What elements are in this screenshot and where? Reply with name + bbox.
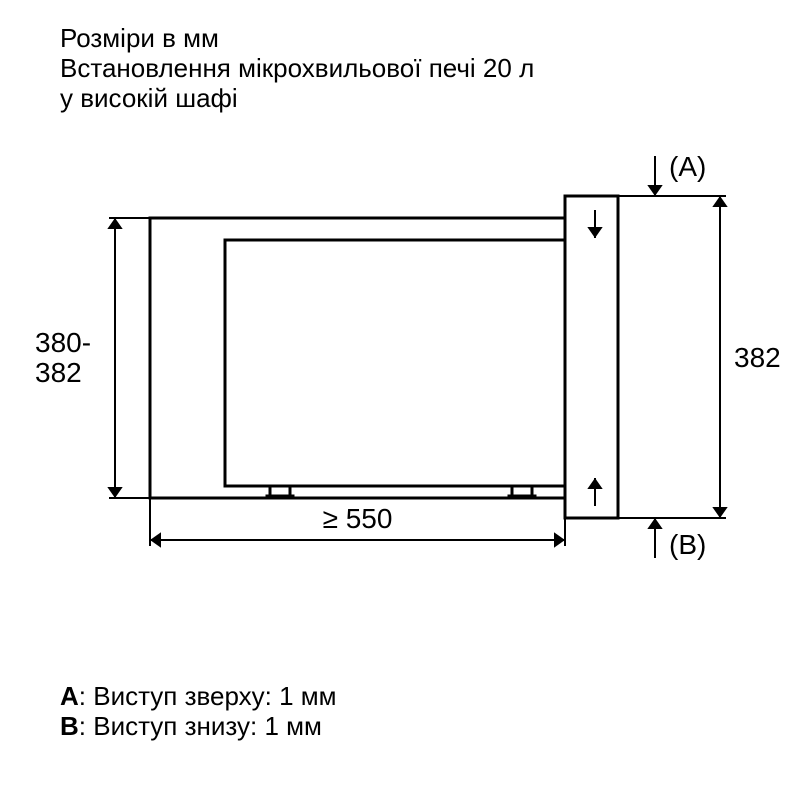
svg-text:382: 382: [734, 342, 781, 373]
svg-text:380-: 380-: [35, 327, 91, 358]
title-line1: Розміри в мм: [60, 23, 219, 53]
note-A-text: : Виступ зверху: 1 мм: [79, 681, 337, 711]
dimension-diagram: 380-382382≥ 550(A)(B): [0, 0, 790, 790]
note-A-key: A: [60, 681, 79, 711]
note-B-text: : Виступ знизу: 1 мм: [79, 711, 322, 741]
title-line2: Встановлення мікрохвильової печі 20 л: [60, 53, 534, 83]
svg-text:≥ 550: ≥ 550: [323, 503, 393, 534]
svg-text:(A): (A): [669, 151, 706, 182]
note-B-key: B: [60, 711, 79, 741]
svg-text:(B): (B): [669, 529, 706, 560]
title-line3: у високій шафі: [60, 83, 238, 113]
svg-text:382: 382: [35, 357, 82, 388]
